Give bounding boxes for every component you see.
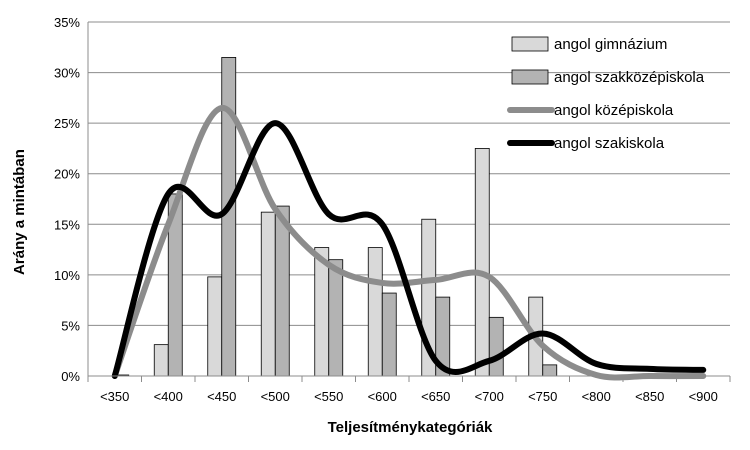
gridlines bbox=[88, 21, 730, 326]
y-tick-label: 35% bbox=[54, 15, 80, 30]
x-tick-label: <350 bbox=[100, 389, 129, 404]
y-tick-label: 0% bbox=[61, 369, 80, 384]
series-line bbox=[111, 120, 707, 379]
x-tick-label: <550 bbox=[314, 389, 343, 404]
x-tick-label: <700 bbox=[475, 389, 504, 404]
y-tick-label: 5% bbox=[61, 318, 80, 333]
y-tick-label: 10% bbox=[54, 268, 80, 283]
bar bbox=[328, 259, 344, 377]
legend-label: angol szakközépiskola bbox=[554, 69, 705, 86]
bar bbox=[381, 292, 397, 377]
x-tick-label: <800 bbox=[582, 389, 611, 404]
y-axis-title: Arány a mintában bbox=[11, 149, 28, 275]
bar bbox=[153, 344, 169, 377]
bar bbox=[274, 205, 290, 377]
x-tick-label: <650 bbox=[421, 389, 450, 404]
bar bbox=[260, 211, 276, 377]
y-tick-label: 15% bbox=[54, 217, 80, 232]
x-tick-label: <750 bbox=[528, 389, 557, 404]
y-tick-label: 30% bbox=[54, 66, 80, 81]
bar bbox=[474, 148, 490, 377]
x-tick-label: <850 bbox=[635, 389, 664, 404]
legend-swatch bbox=[511, 36, 549, 52]
legend-label: angol középiskola bbox=[554, 102, 674, 119]
legend: angol gimnázium angol szakközépiskola ango… bbox=[507, 36, 705, 152]
legend-swatch bbox=[511, 69, 549, 85]
legend-label: angol gimnázium bbox=[554, 36, 667, 53]
bar bbox=[207, 276, 223, 377]
y-tick-label: 20% bbox=[54, 167, 80, 182]
x-tick-label: <450 bbox=[207, 389, 236, 404]
bar bbox=[367, 247, 383, 377]
axes bbox=[87, 22, 731, 382]
bars bbox=[114, 57, 558, 377]
x-tick-label: <400 bbox=[154, 389, 183, 404]
bar bbox=[542, 364, 558, 377]
bar bbox=[488, 316, 504, 377]
x-tick-label: <500 bbox=[261, 389, 290, 404]
y-tick-label: 25% bbox=[54, 116, 80, 131]
lines bbox=[111, 104, 707, 381]
x-tick-label: <900 bbox=[689, 389, 718, 404]
x-tick-labels: <350 <400 <450 <500 <550 <600 <650 <700 <750 <800… bbox=[100, 389, 718, 404]
legend-label: angol szakiskola bbox=[554, 135, 665, 152]
x-tick-label: <600 bbox=[368, 389, 397, 404]
x-axis-title: Teljesítménykategóriák bbox=[328, 419, 493, 436]
series-line bbox=[111, 104, 707, 381]
y-tick-labels: 0% 5% 10% 15% 20% 25% 30% 35% bbox=[54, 15, 80, 384]
